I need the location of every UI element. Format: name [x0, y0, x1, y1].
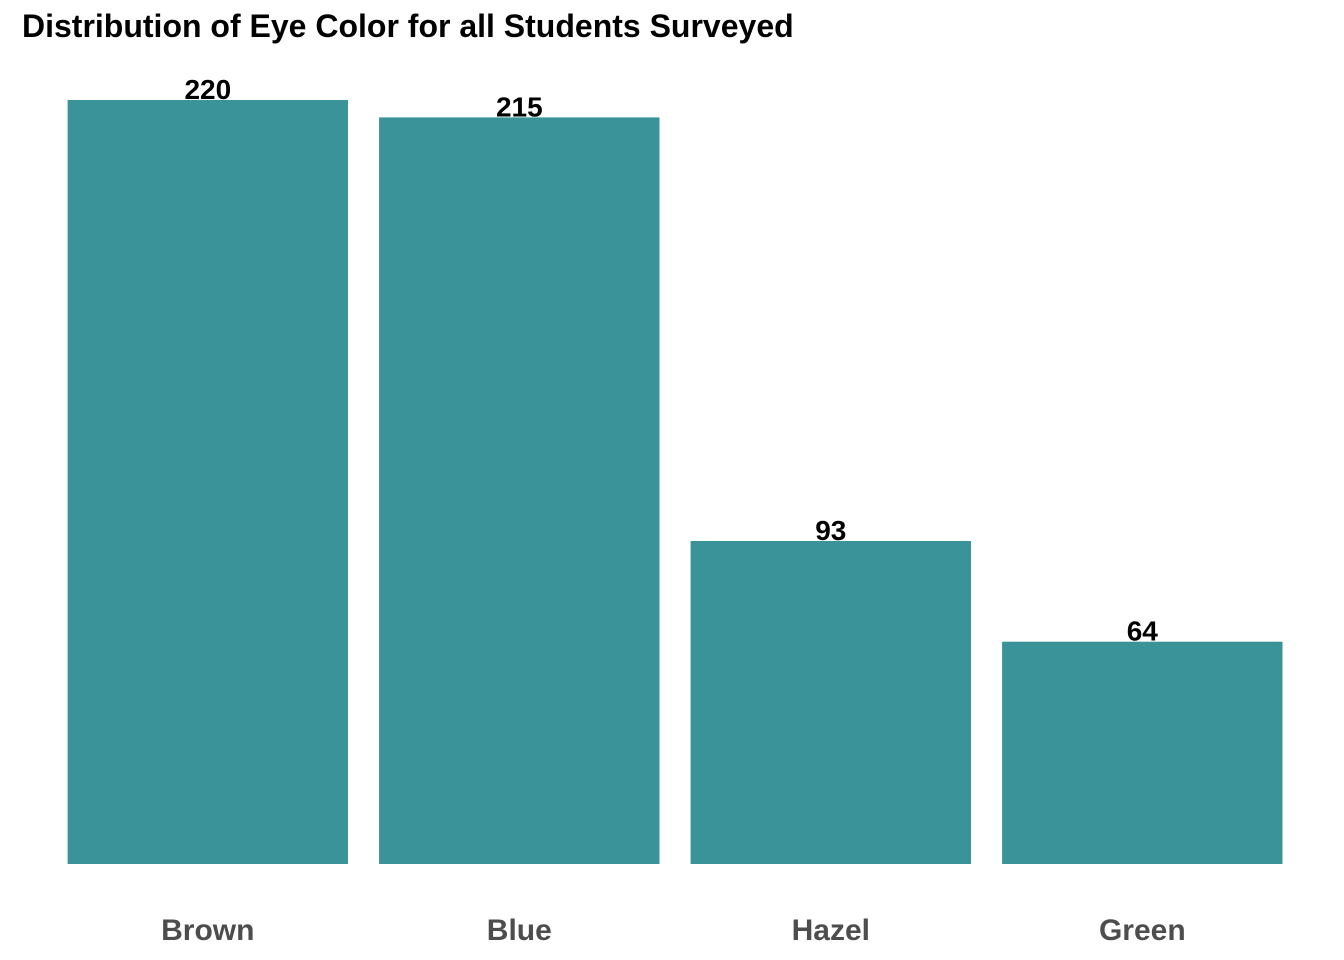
bar-brown — [67, 100, 348, 864]
value-labels-group: 220 215 93 64 — [184, 74, 1158, 647]
bar-blue — [379, 117, 660, 864]
x-tick-label-green: Green — [1099, 914, 1186, 947]
bars-group — [67, 100, 1283, 864]
x-axis-tick-labels: Brown Blue Hazel Green — [161, 914, 1186, 947]
x-tick-label-blue: Blue — [487, 914, 552, 947]
bar-hazel — [690, 541, 971, 864]
x-tick-label-hazel: Hazel — [792, 914, 870, 947]
value-label-blue: 215 — [496, 91, 543, 122]
value-label-hazel: 93 — [815, 515, 846, 546]
chart-title: Distribution of Eye Color for all Studen… — [22, 8, 794, 44]
value-label-green: 64 — [1127, 616, 1159, 647]
x-tick-label-brown: Brown — [161, 914, 254, 947]
bar-green — [1002, 641, 1283, 864]
value-label-brown: 220 — [184, 74, 231, 105]
